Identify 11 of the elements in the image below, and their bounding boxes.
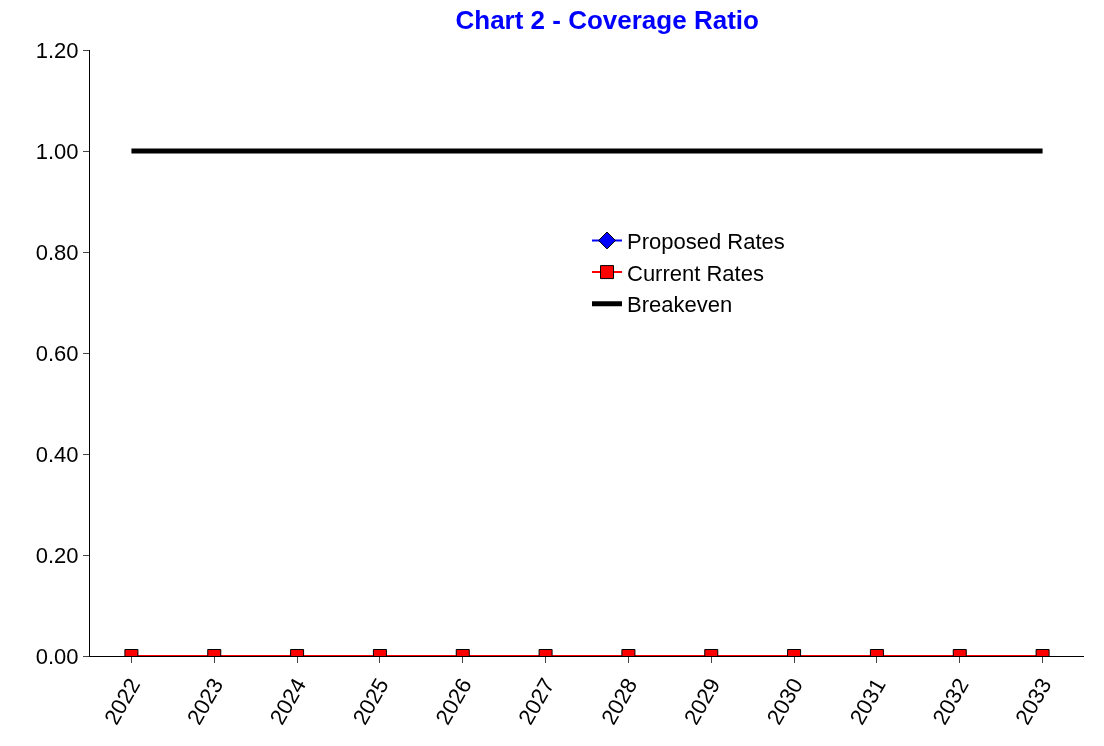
y-tick-label: 0.80 [35, 239, 79, 265]
y-tick-label: 0.60 [35, 340, 79, 366]
legend-label: Proposed Rates [627, 229, 785, 255]
legend-label: Current Rates [627, 260, 764, 286]
y-tick-label: 0.00 [35, 643, 79, 669]
y-tick-label: 0.40 [35, 441, 79, 467]
y-tick-label: 0.20 [35, 542, 79, 568]
y-tick-label: 1.20 [35, 37, 79, 63]
chart-title: Chart 2 - Coverage Ratio [455, 5, 759, 36]
legend-label: Breakeven [627, 292, 733, 318]
y-tick-label: 1.00 [35, 138, 79, 164]
